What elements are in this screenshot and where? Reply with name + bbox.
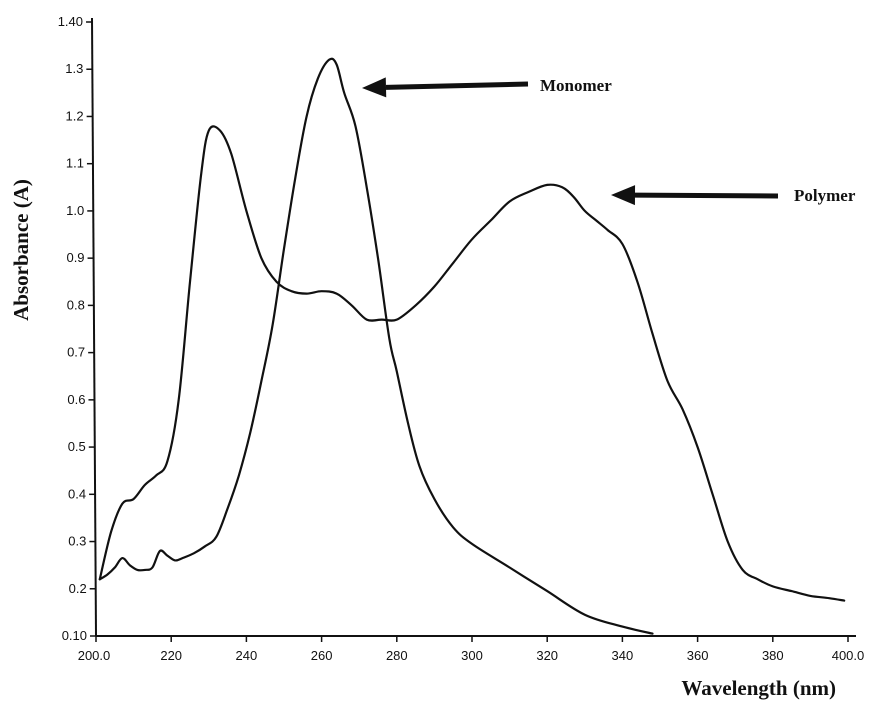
annotation-label: Monomer (540, 76, 612, 95)
series-line-monomer (98, 57, 654, 635)
x-ticks: 200.0 220 240 260 280 300 320 340 360 380 400.0 (78, 636, 865, 663)
y-tick-label: 0.6 (67, 392, 85, 407)
y-tick-label: 1.1 (66, 156, 84, 171)
arrow-shaft (634, 192, 779, 199)
y-tick-label: 0.9 (66, 250, 84, 265)
annotations: Monomer Polymer (362, 76, 856, 206)
arrow-head-icon (611, 185, 636, 206)
annotation-monomer: Monomer (362, 76, 612, 98)
y-tick-label: 0.2 (69, 581, 87, 596)
x-tick-label: 300 (461, 648, 483, 663)
y-tick-label: 1.2 (66, 108, 84, 123)
y-tick-label: 0.7 (67, 345, 85, 360)
x-tick-label: 260 (311, 648, 333, 663)
y-axis (91, 17, 97, 637)
annotation-polymer: Polymer (611, 185, 856, 206)
annotation-label: Polymer (794, 186, 856, 205)
x-tick-label: 280 (386, 648, 408, 663)
y-tick-label: 0.5 (68, 439, 86, 454)
y-tick-label: 0.3 (68, 534, 86, 549)
x-tick-label: 200.0 (78, 648, 111, 663)
series-group (98, 57, 846, 635)
series-line-polymer (98, 125, 846, 602)
x-tick-label: 240 (236, 648, 258, 663)
x-tick-label: 400.0 (832, 648, 865, 663)
x-tick-label: 320 (536, 648, 558, 663)
x-axis-title: Wavelength (nm) (681, 676, 836, 700)
x-tick-label: 220 (160, 648, 182, 663)
y-axis-title: Absorbance (A) (9, 179, 33, 321)
axes (91, 17, 856, 637)
y-tick-label: 0.10 (62, 628, 87, 643)
y-tick-label: 0.8 (67, 297, 85, 312)
arrow-head-icon (362, 77, 387, 98)
y-tick-label: 1.0 (66, 203, 84, 218)
x-tick-label: 360 (687, 648, 709, 663)
y-tick-label: 1.3 (65, 61, 83, 76)
x-tick-label: 340 (612, 648, 634, 663)
arrow-shaft (385, 81, 529, 90)
y-tick-label: 0.4 (68, 486, 86, 501)
x-tick-label: 380 (762, 648, 784, 663)
y-tick-label: 1.40 (58, 14, 83, 29)
y-ticks: 0.10 0.2 0.3 0.4 0.5 0.6 0.7 0.8 0.9 1.0 1.1 1.2 1.3… (58, 14, 96, 643)
